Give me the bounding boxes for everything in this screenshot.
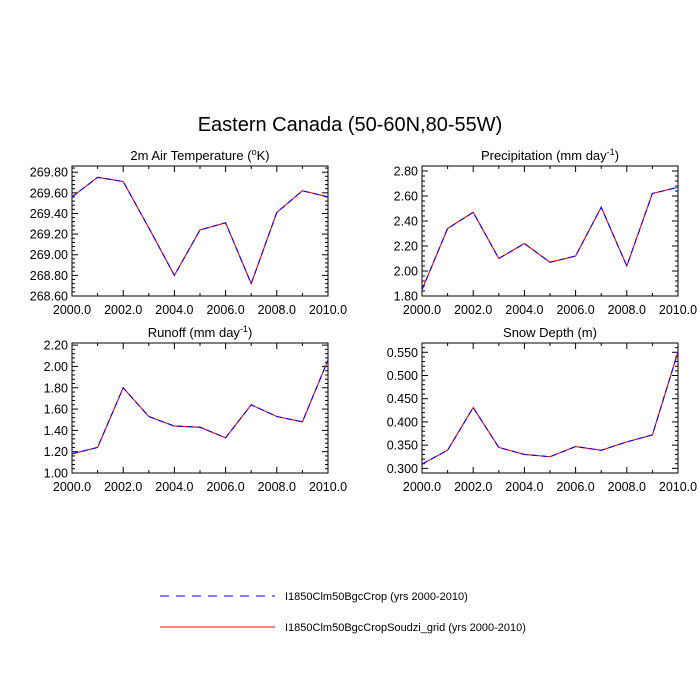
x-tick-label: 2002.0 [454,303,492,317]
x-tick-label: 2008.0 [258,480,296,494]
y-tick-label: 2.00 [44,360,68,374]
x-tick-label: 2006.0 [556,303,594,317]
x-tick-label: 2002.0 [104,303,142,317]
x-tick-label: 2002.0 [104,480,142,494]
y-tick-label: 1.60 [44,403,68,417]
y-tick-label: 2.00 [394,265,418,279]
x-tick-label: 2000.0 [403,303,441,317]
series-line-b [71,176,329,286]
series-line-b [421,351,679,465]
y-tick-label: 0.400 [387,415,418,429]
figure-title: Eastern Canada (50-60N,80-55W) [198,114,503,136]
x-tick-label: 2010.0 [659,480,697,494]
x-tick-label: 2000.0 [53,303,91,317]
panel-title-suffix: K) [257,148,270,163]
series-line-a [71,359,329,455]
x-tick-label: 2010.0 [659,303,697,317]
panel-title-superscript: -1 [607,147,615,157]
x-tick-label: 2004.0 [505,480,543,494]
x-tick-label: 2008.0 [608,480,646,494]
y-tick-label: 0.450 [387,392,418,406]
y-tick-label: 269.20 [30,228,68,242]
panel-title-text: Snow Depth (m) [503,325,597,340]
x-tick-label: 2004.0 [155,480,193,494]
x-tick-label: 2010.0 [309,303,347,317]
y-tick-label: 268.80 [30,269,68,283]
panel-title: 2m Air Temperature (oK) [130,147,269,163]
y-tick-label: 1.80 [394,290,418,304]
y-tick-label: 2.60 [394,190,418,204]
x-tick-label: 2004.0 [505,303,543,317]
series-line-a [421,186,679,290]
x-tick-label: 2004.0 [155,303,193,317]
y-tick-label: 1.20 [44,445,68,459]
panel-2: Precipitation (mm day-1) 2000.0 2002.0 2004… [394,147,698,317]
x-tick-label: 2006.0 [206,303,244,317]
series-line-a [421,351,679,465]
panel-title: Snow Depth (m) [503,325,597,340]
y-tick-label: 269.80 [30,166,68,180]
x-tick-label: 2006.0 [206,480,244,494]
panel-title: Precipitation (mm day-1) [481,147,619,163]
panel-title: Runoff (mm day-1) [148,324,253,340]
y-tick-label: 0.500 [387,369,418,383]
y-tick-label: 0.550 [387,346,418,360]
panel-4: Snow Depth (m) 2000.0 2002.0 2004.0 2006.0 20… [387,325,697,494]
y-tick-label: 269.40 [30,207,68,221]
panel-title-text: Runoff (mm day [148,325,241,340]
x-tick-label: 2006.0 [556,480,594,494]
y-tick-label: 1.80 [44,381,68,395]
series-line-b [71,359,329,455]
x-tick-label: 2010.0 [309,480,347,494]
panel-3: Runoff (mm day-1) 2000.0 2002.0 2004.0 2006.… [44,324,348,494]
y-tick-label: 2.20 [44,339,68,353]
y-tick-label: 269.60 [30,186,68,200]
y-tick-label: 0.350 [387,439,418,453]
panel-1: 2m Air Temperature (oK) 2000.0 2002.0 2004.… [30,147,347,317]
y-tick-label: 268.60 [30,290,68,304]
panel-title-suffix: ) [248,325,252,340]
legend-label: I1850Clm50BgcCrop (yrs 2000-2010) [285,591,468,603]
y-tick-label: 0.300 [387,462,418,476]
panel-title-suffix: ) [615,148,619,163]
series-line-b [421,186,679,290]
legend-label: I1850Clm50BgcCropSoudzi_grid (yrs 2000-2… [285,622,526,634]
y-tick-label: 269.00 [30,248,68,262]
y-tick-label: 2.80 [394,165,418,179]
y-tick-label: 1.00 [44,467,68,481]
x-tick-label: 2008.0 [608,303,646,317]
panel-title-superscript: o [252,147,257,157]
panel-title-superscript: -1 [240,324,248,334]
y-tick-label: 2.40 [394,215,418,229]
panel-title-text: 2m Air Temperature ( [130,148,252,163]
x-tick-label: 2008.0 [258,303,296,317]
plot-frame [71,342,329,474]
plot-frame [421,342,679,474]
x-tick-label: 2000.0 [403,480,441,494]
x-tick-label: 2002.0 [454,480,492,494]
y-tick-label: 1.40 [44,424,68,438]
y-tick-label: 2.20 [394,240,418,254]
panel-title-text: Precipitation (mm day [481,148,607,163]
legend: I1850Clm50BgcCrop (yrs 2000-2010) I1850Cl… [160,591,526,634]
panels: 2m Air Temperature (oK) 2000.0 2002.0 2004.… [30,147,697,494]
x-tick-label: 2000.0 [53,480,91,494]
